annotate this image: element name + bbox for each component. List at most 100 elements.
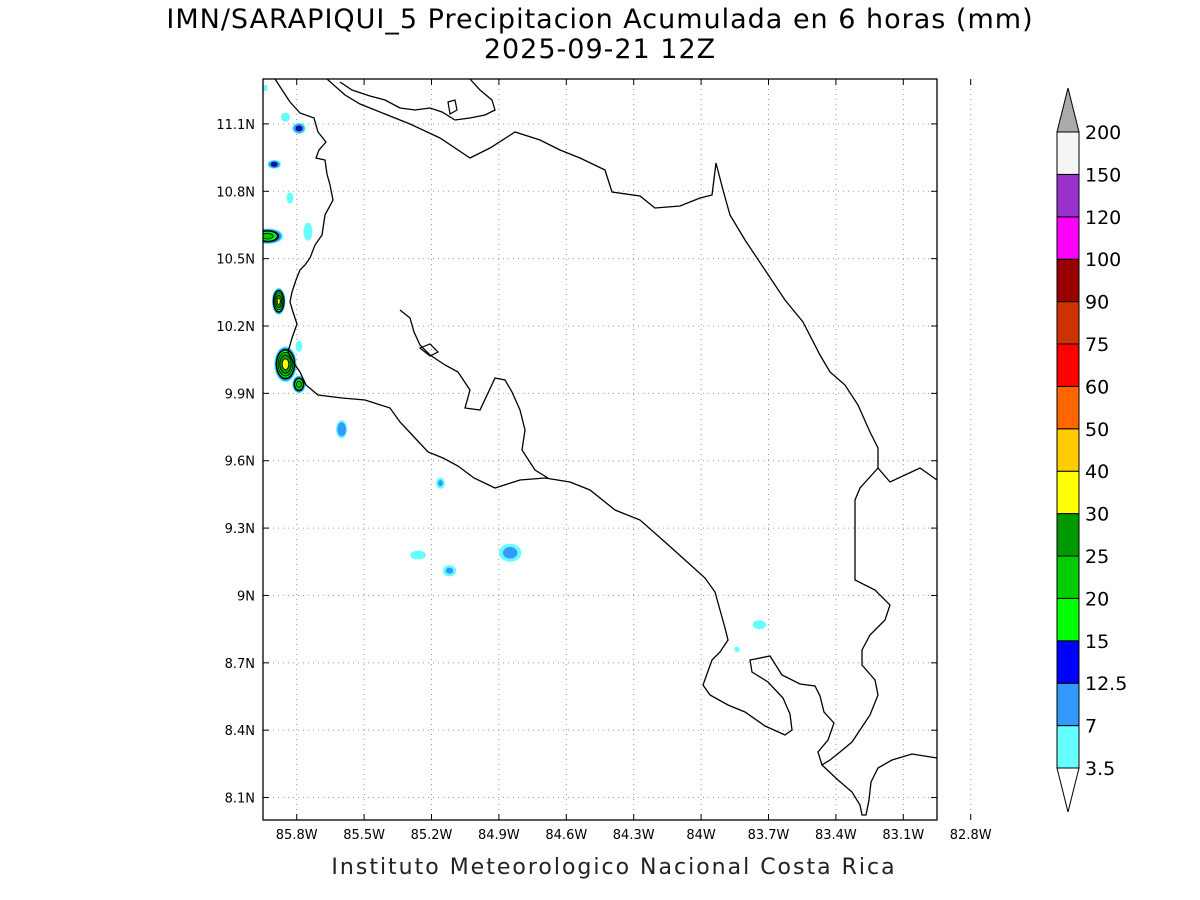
colorbar-label: 75 <box>1085 334 1109 356</box>
precip-contour <box>445 567 454 574</box>
y-tick-label: 9.9N <box>225 387 255 402</box>
colorbar-label: 60 <box>1085 376 1109 398</box>
precip-contour <box>303 222 313 241</box>
precip-cell <box>267 159 281 169</box>
colorbar-label: 20 <box>1085 588 1109 610</box>
colorbar-label: 90 <box>1085 292 1109 314</box>
precip-cell <box>263 228 284 245</box>
precip-cell <box>295 340 303 352</box>
precip-cell <box>303 222 313 241</box>
precip-contour <box>280 112 290 122</box>
x-tick-label: 83.7W <box>748 828 790 843</box>
y-tick-label: 9.6N <box>225 455 255 470</box>
map-footer: Instituto Meteorologico Nacional Costa R… <box>331 855 897 880</box>
colorbar-label: 50 <box>1085 419 1109 441</box>
colorbar-swatch <box>1056 343 1080 387</box>
precip-cell <box>292 122 306 135</box>
precipitation-field <box>263 84 983 653</box>
precip-contour <box>502 546 518 559</box>
precip-cell <box>946 353 959 362</box>
x-tick-label: 84W <box>686 828 716 843</box>
precip-cell <box>263 84 268 92</box>
colorbar-label: 150 <box>1085 164 1121 186</box>
coastline-north <box>274 79 937 816</box>
colorbar-swatch <box>1056 725 1080 769</box>
colorbar-label: 200 <box>1085 122 1121 144</box>
precip-contour <box>263 232 274 240</box>
axis-ticks: 85.8W 85.5W 85.2W 84.9W 84.6W 84.3W 84W 83.7W 83… <box>216 79 992 843</box>
x-tick-label: 84.3W <box>613 828 655 843</box>
precip-contour <box>263 84 268 92</box>
precip-contour <box>270 162 278 167</box>
precip-contour <box>734 646 740 653</box>
colorbar-swatch <box>1056 428 1080 472</box>
x-tick-label: 82.8W <box>950 828 992 843</box>
colorbar-label: 40 <box>1085 461 1109 483</box>
coastline-caribbean <box>326 79 937 483</box>
precip-cell <box>280 112 290 122</box>
precip-cell <box>292 375 306 394</box>
colorbar-label: 120 <box>1085 207 1121 229</box>
colorbar-arrow-bottom <box>1056 767 1080 813</box>
y-tick-label: 9N <box>237 589 255 604</box>
precip-contour <box>410 550 426 560</box>
colorbar-swatch <box>1056 258 1080 303</box>
colorbar-label: 15 <box>1085 631 1109 653</box>
map-grid <box>263 79 972 820</box>
precip-cell <box>286 192 294 204</box>
precip-cell <box>752 620 767 630</box>
colorbar-swatch <box>1056 385 1080 430</box>
precip-contour <box>296 380 302 389</box>
map-title: IMN/SARAPIQUI_5 Precipitacion Acumulada … <box>166 4 1034 35</box>
y-tick-label: 10.5N <box>216 253 255 268</box>
colorbar-swatch <box>1056 173 1080 218</box>
coastline-gulf-nicoya <box>399 309 549 479</box>
y-tick-label: 8.4N <box>225 724 255 739</box>
colorbar-label: 100 <box>1085 249 1121 271</box>
precip-cell <box>435 477 445 489</box>
coastlines <box>274 79 937 816</box>
precip-cell <box>274 346 297 383</box>
colorbar-swatch <box>1056 640 1080 684</box>
y-tick-label: 10.8N <box>216 185 255 200</box>
colorbar-label: 7 <box>1085 716 1097 738</box>
x-tick-label: 83.1W <box>882 828 924 843</box>
precip-cell <box>336 420 348 439</box>
colorbar-label: 12.5 <box>1085 673 1127 695</box>
x-tick-label: 84.6W <box>545 828 587 843</box>
precip-contour <box>281 358 290 370</box>
precip-cell <box>271 287 286 315</box>
colorbar-swatch <box>1056 513 1080 557</box>
x-tick-label: 85.5W <box>343 828 385 843</box>
precip-cell <box>410 550 426 560</box>
map-frame <box>262 78 938 821</box>
colorbar-swatch <box>1056 597 1080 642</box>
y-tick-label: 11.1N <box>216 118 255 133</box>
colorbar-swatch <box>1056 555 1080 599</box>
colorbar-swatch <box>1056 216 1080 260</box>
precip-contour <box>948 355 956 361</box>
precip-contour <box>276 297 281 305</box>
coastline-nicaragua-lake <box>339 79 496 121</box>
colorbar-label: 30 <box>1085 504 1109 526</box>
x-tick-label: 84.9W <box>478 828 520 843</box>
y-tick-label: 9.3N <box>225 522 255 537</box>
colorbar-swatch <box>1056 131 1080 175</box>
precip-contour <box>950 356 955 359</box>
border-panama <box>821 467 891 766</box>
map-subtitle: 2025-09-21 12Z <box>483 34 717 65</box>
precip-cell <box>498 543 522 562</box>
colorbar-label: 3.5 <box>1085 758 1115 780</box>
colorbar-swatch <box>1056 470 1080 515</box>
x-tick-label: 85.8W <box>276 828 318 843</box>
precip-contour <box>946 353 959 362</box>
x-tick-label: 83.4W <box>815 828 857 843</box>
colorbar-swatch <box>1056 682 1080 727</box>
precip-contour <box>976 372 983 379</box>
precip-contour <box>295 340 303 352</box>
island-ometepe <box>447 99 458 115</box>
y-tick-label: 10.2N <box>216 320 255 335</box>
precip-contour <box>337 422 347 437</box>
y-tick-label: 8.7N <box>225 657 255 672</box>
